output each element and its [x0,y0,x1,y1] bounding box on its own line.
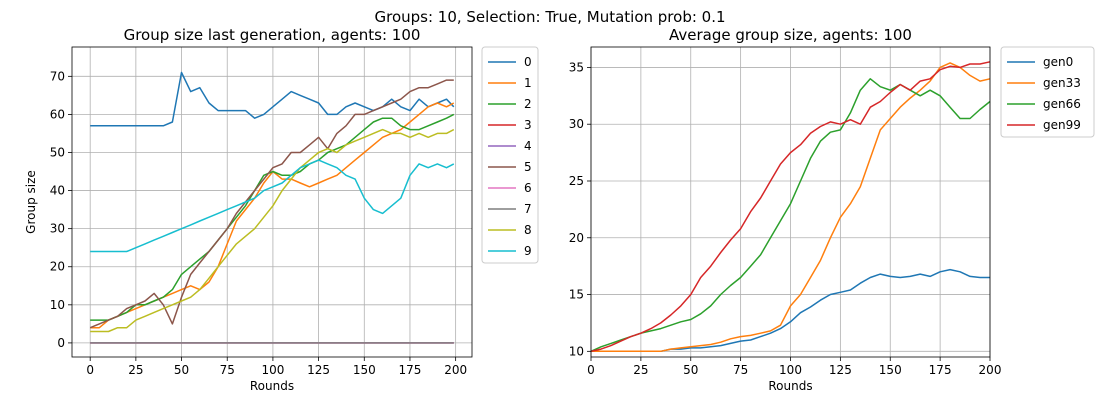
y-tick-label: 30 [50,222,65,236]
y-tick-label: 40 [50,184,65,198]
legend: gen0 gen33 gen66 gen99 [1000,46,1095,138]
y-tick-label: 10 [569,344,584,358]
chart-average-group-size: 0 25 50 75 100 125 150 175 200 10 15 20 25 30 35 Averag… [569,26,1095,393]
x-tick-label: 200 [979,363,1002,377]
x-tick-label: 75 [733,363,748,377]
x-tick-label: 75 [220,363,235,377]
series-line-gen33 [591,62,991,353]
y-tick-label: 70 [50,69,65,83]
x-tick-label: 50 [683,363,698,377]
x-tick-label: 150 [353,363,376,377]
x-tick-label: 200 [444,363,467,377]
x-tick-label: 100 [779,363,802,377]
x-axis-label: Rounds [250,379,294,393]
figure-suptitle: Groups: 10, Selection: True, Mutation pr… [374,8,725,26]
y-tick-label: 35 [569,60,584,74]
legend-label-0: 0 [524,55,532,69]
legend-label-6: 6 [524,181,532,195]
chart-title: Group size last generation, agents: 100 [124,26,421,44]
x-tick-label: 25 [128,363,143,377]
x-tick-label: 25 [633,363,648,377]
y-tick-label: 60 [50,107,65,121]
legend: 0 1 2 3 4 5 6 7 8 9 [481,46,539,264]
x-tick-label: 50 [174,363,189,377]
x-tick-label: 0 [587,363,595,377]
y-tick-label: 20 [50,260,65,274]
y-tick-label: 25 [569,174,584,188]
legend-label-3: 3 [524,118,532,132]
y-tick-label: 10 [50,298,65,312]
series-line-2 [90,113,455,321]
chart-group-size-last-generation: 0 25 50 75 100 125 150 175 200010203040506070Gro… [24,26,539,393]
legend-label-gen33: gen33 [1043,76,1081,90]
legend-label-2: 2 [524,97,532,111]
series-line-gen66 [590,78,991,352]
legend-label-4: 4 [524,139,532,153]
y-tick-label: 15 [569,288,584,302]
x-axis-label: Rounds [768,379,812,393]
x-tick-label: 175 [929,363,952,377]
series-line-9 [90,159,455,253]
y-axis-label: Group size [24,170,38,234]
y-tick-label: 20 [569,231,584,245]
legend-label-7: 7 [524,202,532,216]
y-tick-label: 50 [50,145,65,159]
x-tick-label: 100 [261,363,284,377]
chart-title: Average group size, agents: 100 [669,26,912,44]
x-tick-label: 125 [307,363,330,377]
legend-label-8: 8 [524,223,532,237]
series-line-gen99 [590,61,991,353]
legend-label-5: 5 [524,160,532,174]
legend-label-9: 9 [524,244,532,258]
x-tick-label: 175 [399,363,422,377]
x-tick-label: 150 [879,363,902,377]
y-tick-label: 0 [57,336,65,350]
series-line-5 [89,79,454,329]
legend-frame [1000,46,1095,138]
x-tick-label: 0 [86,363,94,377]
y-tick-label: 30 [569,117,584,131]
legend-label-gen0: gen0 [1043,55,1073,69]
series-line-8 [90,128,455,333]
legend-label-gen66: gen66 [1043,97,1081,111]
plot-area-frame [71,46,473,358]
legend-label-1: 1 [524,76,532,90]
legend-label-gen99: gen99 [1043,118,1081,132]
x-tick-label: 125 [829,363,852,377]
